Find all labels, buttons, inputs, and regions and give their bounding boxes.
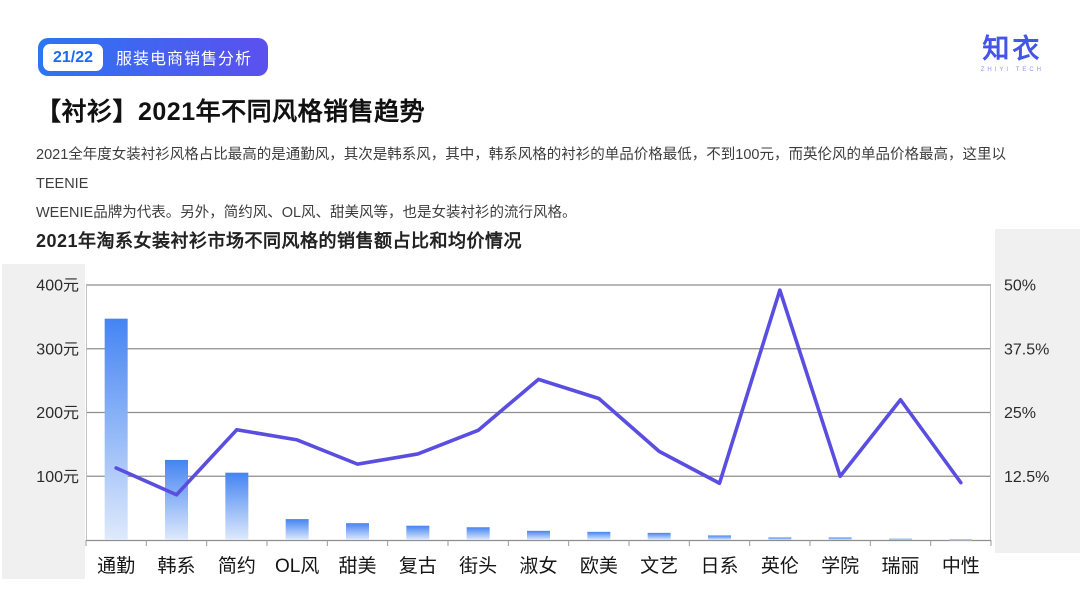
page-title: 【衬衫】2021年不同风格销售趋势 xyxy=(36,98,426,126)
x-axis-label-简约: 简约 xyxy=(218,555,256,577)
summary-line-1: 2021全年度女装衬衫风格占比最高的是通勤风，其次是韩系风，其中，韩系风格的衬衫… xyxy=(36,147,1006,192)
bar-学院 xyxy=(828,537,852,540)
x-axis-label-甜美: 甜美 xyxy=(338,555,376,577)
right-axis-label: 12.5% xyxy=(1004,469,1049,486)
bar-中性 xyxy=(949,539,973,541)
left-axis-label: 400元 xyxy=(36,278,79,295)
x-axis-label-日系: 日系 xyxy=(700,555,738,577)
page-number-badge: 21/22 xyxy=(43,43,104,71)
summary-paragraph: 2021全年度女装衬衫风格占比最高的是通勤风，其次是韩系风，其中，韩系风格的衬衫… xyxy=(36,141,1052,228)
avg-price-line xyxy=(114,288,963,497)
bar-英伦 xyxy=(768,537,792,540)
x-axis-label-淑女: 淑女 xyxy=(519,555,557,577)
x-axis-label-文艺: 文艺 xyxy=(640,555,678,577)
right-axis-label: 25% xyxy=(1004,405,1036,422)
bar-瑞丽 xyxy=(889,538,912,540)
x-axis-label-中性: 中性 xyxy=(942,555,980,577)
left-axis-label: 200元 xyxy=(36,405,79,422)
bar-淑女 xyxy=(527,530,550,540)
bar-通勤 xyxy=(104,318,128,540)
brand-logo-text: 知衣 xyxy=(982,34,1043,64)
brand-logo-subtext: ZHIYI TECH xyxy=(980,67,1044,73)
section-label: 服装电商销售分析 xyxy=(116,51,253,68)
left-axis-label: 100元 xyxy=(36,469,79,486)
x-axis-label-复古: 复古 xyxy=(399,555,437,577)
x-axis-label-OL风: OL风 xyxy=(275,556,319,577)
bar-文艺 xyxy=(647,532,671,540)
bar-韩系 xyxy=(165,459,188,540)
page-badge: 21/22 服装电商销售分析 xyxy=(38,38,269,76)
summary-line-2: WEENIE品牌为代表。另外，简约风、OL风、甜美风等，也是女装衬衫的流行风格。 xyxy=(36,205,577,221)
x-axis-label-通勤: 通勤 xyxy=(97,555,135,577)
x-axis-label-英伦: 英伦 xyxy=(761,555,799,577)
left-axis-label: 300元 xyxy=(36,341,79,358)
x-axis-label-欧美: 欧美 xyxy=(580,555,618,577)
bar-简约 xyxy=(225,472,249,540)
brand-logo: 知衣 ZHIYI TECH xyxy=(981,27,1044,73)
right-axis-panel xyxy=(995,229,1080,553)
bar-街头 xyxy=(466,527,490,540)
bar-OL风 xyxy=(285,519,309,540)
x-axis-label-学院: 学院 xyxy=(821,555,859,577)
bar-日系 xyxy=(708,535,731,540)
x-axis-label-瑞丽: 瑞丽 xyxy=(881,555,919,577)
left-axis-panel xyxy=(2,264,85,579)
chart-title: 2021年淘系女装衬衫市场不同风格的销售额占比和均价情况 xyxy=(36,231,523,251)
bar-复古 xyxy=(406,525,430,540)
bar-甜美 xyxy=(346,523,369,540)
x-axis-label-街头: 街头 xyxy=(459,555,497,577)
right-axis-label: 37.5% xyxy=(1004,341,1049,358)
right-axis-label: 50% xyxy=(1004,278,1036,295)
x-axis-label-韩系: 韩系 xyxy=(157,555,195,577)
bar-欧美 xyxy=(587,531,611,540)
